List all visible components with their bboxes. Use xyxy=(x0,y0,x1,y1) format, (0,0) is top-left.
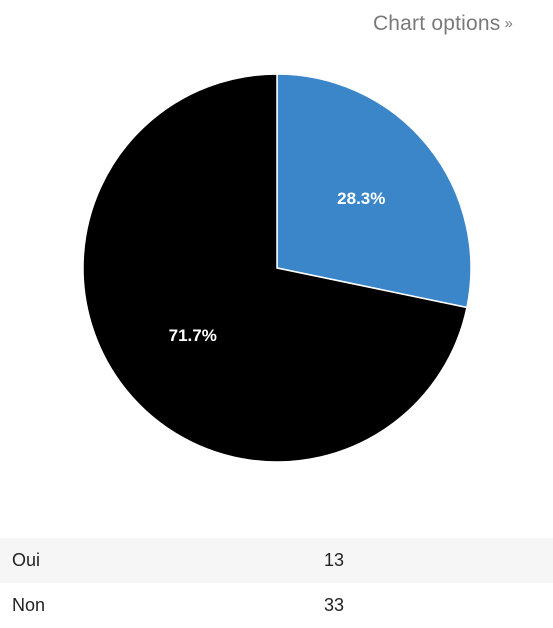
slice-data-label-oui: 28.3% xyxy=(337,189,385,208)
pie-chart: 28.3% 71.7% xyxy=(82,73,472,463)
table-cell-category: Non xyxy=(12,595,46,615)
chevron-double-right-icon: » xyxy=(504,15,513,32)
table-row: Non 33 xyxy=(0,583,553,628)
slice-data-label-non: 71.7% xyxy=(169,326,217,345)
chart-options-link[interactable]: Chart options» xyxy=(373,12,513,36)
table-row: Oui 13 xyxy=(0,538,553,583)
table-cell-category: Oui xyxy=(0,538,312,583)
data-table: Oui 13 Non 33 xyxy=(0,538,553,628)
chart-options-label: Chart options xyxy=(372,12,501,35)
pie-slice-non[interactable] xyxy=(82,73,468,463)
pie-chart-svg: 28.3% 71.7% xyxy=(82,73,472,463)
table-cell-value: 13 xyxy=(312,538,553,583)
pie-slice-oui[interactable] xyxy=(276,73,472,309)
table-cell-value: 33 xyxy=(324,595,345,615)
